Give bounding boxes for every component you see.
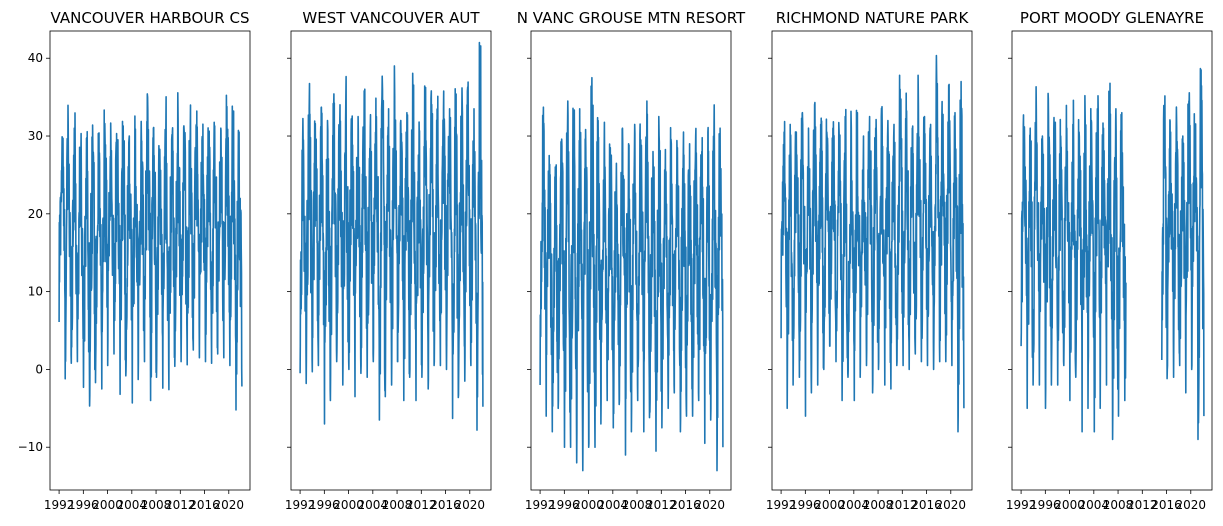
x-tick-label: 2016 [911,498,942,512]
subplot-title: PORT MOODY GLENAYRE [1020,9,1204,27]
x-tick-label: 1992 [525,498,556,512]
y-tick-label: 20 [28,207,43,221]
y-tick-label: −10 [18,440,43,454]
x-tick-label: 2020 [936,498,967,512]
x-tick-label: 1996 [68,498,99,512]
x-tick-label: 2012 [406,498,437,512]
x-tick-label: 2020 [695,498,726,512]
x-tick-label: 2016 [670,498,701,512]
x-tick-label: 1996 [790,498,821,512]
x-tick-label: 2020 [214,498,245,512]
x-tick-label: 2016 [1151,498,1182,512]
x-tick-label: 2012 [646,498,677,512]
x-tick-label: 2004 [117,498,148,512]
x-tick-label: 2008 [863,498,894,512]
x-tick-label: 2012 [887,498,918,512]
x-tick-label: 2000 [333,498,364,512]
x-tick-label: 2000 [92,498,123,512]
x-tick-label: 2000 [1054,498,1085,512]
series-line [539,76,724,472]
subplot-5: PORT MOODY GLENAYRE199219962000200420082… [1006,9,1213,512]
axes-frame [49,30,251,491]
series-line [1020,82,1127,441]
x-tick-label: 1992 [1006,498,1037,512]
x-tick-label: 2008 [382,498,413,512]
x-tick-label: 1992 [766,498,797,512]
x-tick-label: 1996 [309,498,340,512]
subplot-title: VANCOUVER HARBOUR CS [51,9,250,27]
x-tick-label: 2004 [598,498,629,512]
subplot-3: N VANC GROUSE MTN RESORT 1992199620002004… [517,9,746,512]
x-tick-label: 2004 [1079,498,1110,512]
y-tick-label: 0 [35,362,43,376]
series-line [299,41,484,431]
x-tick-label: 2008 [1103,498,1134,512]
x-tick-label: 1992 [285,498,316,512]
subplot-4: RICHMOND NATURE PARK 19921996200020042008… [766,9,973,512]
axes-frame [1011,30,1213,491]
x-tick-label: 2008 [622,498,653,512]
x-tick-label: 2016 [430,498,461,512]
x-tick-label: 1996 [549,498,580,512]
subplot-title: N VANC GROUSE MTN RESORT [517,9,746,27]
subplot-title: WEST VANCOUVER AUT [302,9,480,27]
x-tick-label: 1996 [1030,498,1061,512]
x-tick-label: 2012 [165,498,196,512]
axes-frame [771,30,973,491]
series-line [58,92,243,411]
y-tick-label: 30 [28,129,43,143]
x-tick-label: 1992 [44,498,75,512]
x-tick-label: 2000 [573,498,604,512]
x-tick-label: 2012 [1127,498,1158,512]
subplot-title: RICHMOND NATURE PARK [776,9,970,27]
subplot-2: WEST VANCOUVER AUT1992199620002004200820… [285,9,492,512]
x-tick-label: 2004 [358,498,389,512]
axes-frame [290,30,492,491]
x-tick-label: 2000 [814,498,845,512]
series-line [1161,67,1205,441]
axes-frame [530,30,732,491]
y-tick-label: 10 [28,285,43,299]
y-tick-label: 40 [28,51,43,65]
x-tick-label: 2016 [189,498,220,512]
subplot-1: VANCOUVER HARBOUR CS −10 0 10 20 30 40 19921996… [18,9,251,512]
x-tick-label: 2020 [1176,498,1207,512]
series-line [780,54,965,433]
x-tick-label: 2008 [141,498,172,512]
x-tick-label: 2004 [839,498,870,512]
x-tick-label: 2020 [455,498,486,512]
